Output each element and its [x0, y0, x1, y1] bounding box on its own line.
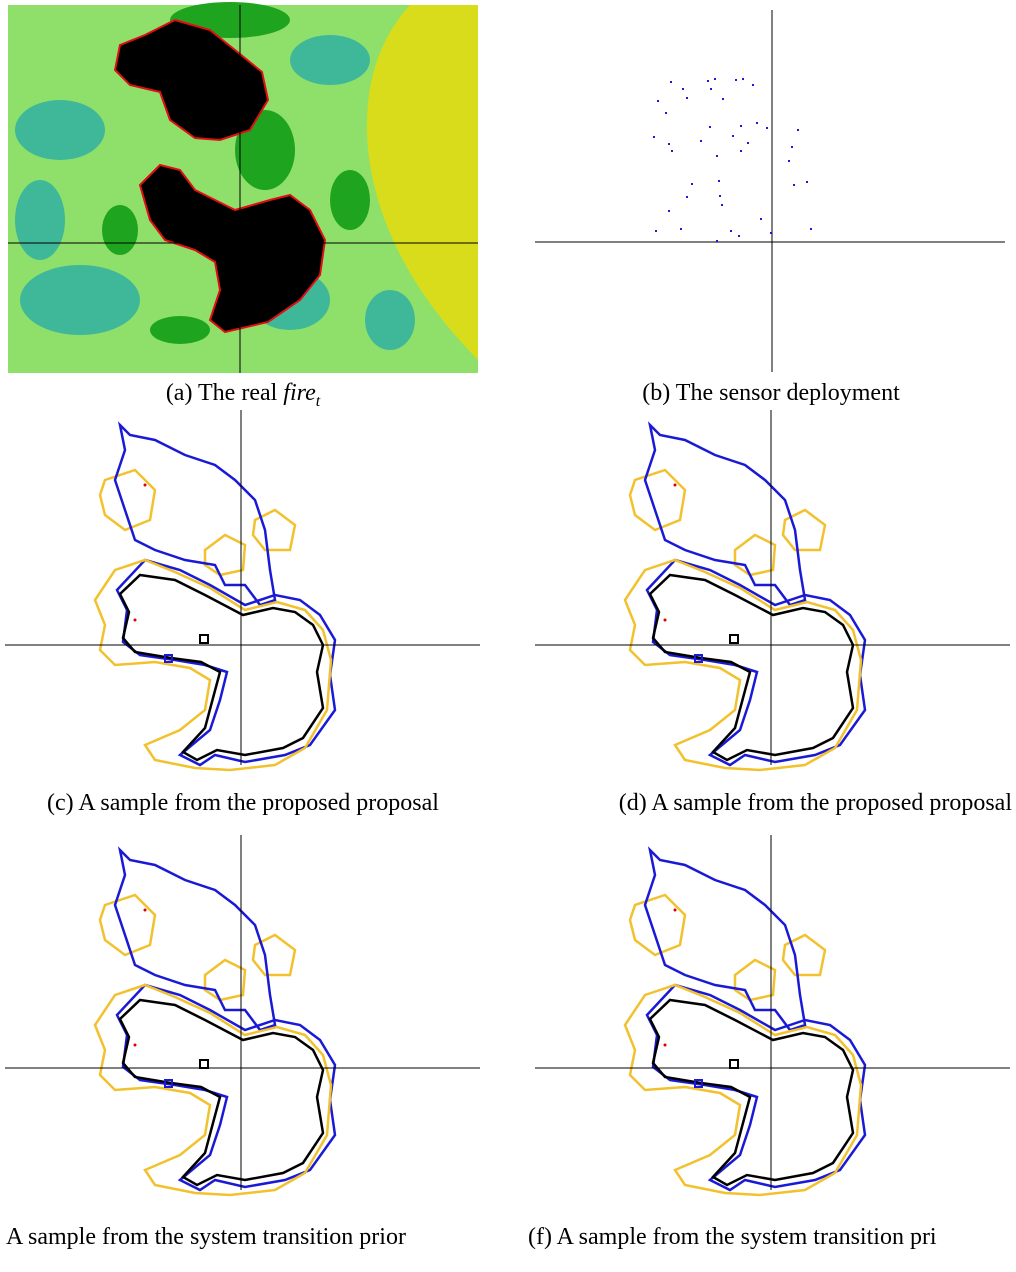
caption: (c) A sample from the proposed proposal: [47, 790, 439, 816]
panel-f: (f) A sample from the system transition …: [528, 835, 1010, 1250]
panel-d: (d) A sample from the proposed proposal: [535, 410, 1012, 816]
page: {"panels": [ {"caption": "(a) The real",…: [0, 0, 1016, 1272]
caption: (d) A sample from the proposed proposal: [619, 790, 1013, 816]
caption: (f) A sample from the system transition …: [528, 1224, 937, 1250]
caption-sub: t: [316, 393, 321, 410]
caption: (b) The sensor deployment: [642, 380, 900, 406]
sensors: [653, 78, 812, 242]
panel-e: A sample from the system transition prio…: [5, 835, 480, 1250]
figure: (a) The realfiret (b) The sensor deploym…: [0, 0, 1016, 1272]
caption-math: fire: [283, 380, 316, 406]
caption: A sample from the system transition prio…: [6, 1224, 406, 1250]
caption-text: (a) The real: [166, 380, 278, 406]
panel-c: (c) A sample from the proposed proposal: [5, 410, 480, 816]
panel-b: (b) The sensor deployment: [535, 10, 1005, 406]
